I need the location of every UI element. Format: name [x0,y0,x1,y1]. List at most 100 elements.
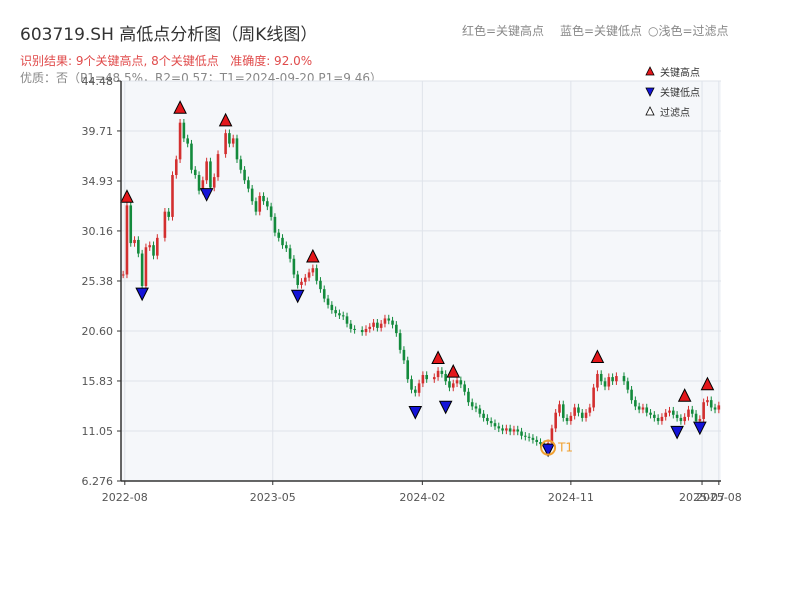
candle-body [637,406,641,410]
candle-body [524,435,527,437]
recognition-result: 识别结果: 9个关键高点, 8个关键低点 准确度: 92.0% [20,54,313,68]
candle-body [508,428,512,432]
candle-body [190,143,193,170]
legend-marker [645,87,655,97]
t1-label: T1 [557,441,573,455]
candle-body [228,133,231,144]
y-tick-label: 30.16 [82,225,114,238]
candle-body [554,412,557,429]
page-title: 603719.SH 高低点分析图（周K线图） [20,25,318,45]
candle-body [577,407,580,413]
candle-body [516,429,520,432]
candle-body [505,428,508,431]
candle-body [565,417,569,422]
key-low-marker [408,405,423,420]
candle-body [592,387,595,408]
candle-body [406,360,410,380]
candle-body [148,245,152,248]
candle-body [156,237,159,256]
candle-body [129,205,133,244]
candle-body [391,320,394,325]
candle-body [679,417,683,422]
candle-body [311,268,315,273]
key-high-marker [306,248,320,263]
candle-body [269,206,273,217]
candle-body [569,415,573,422]
candle-body [713,407,717,410]
key-low-marker [693,421,707,436]
candle-body [322,289,326,299]
candle-body [231,138,235,144]
candle-body [193,169,197,176]
t1-circle [540,439,557,456]
candle-body [717,405,721,410]
candle-body [281,237,284,246]
key-high-marker [590,349,605,363]
candle-body [702,402,705,419]
candle-body [372,322,375,327]
candle-body [186,138,189,144]
candle-body [459,380,463,385]
candle-body [573,407,576,416]
candle-body [709,400,713,408]
candle-body [512,429,516,432]
candle-body [125,205,129,275]
candle-body [470,402,474,407]
candle-body [694,413,698,422]
candle-body [432,377,436,380]
candles [121,119,721,449]
candle-body [178,122,182,160]
candle-body [307,272,311,278]
candle-body [341,315,345,317]
legend-label: 过滤点 [660,106,690,119]
candle-body [171,175,174,217]
candle-body [250,188,254,202]
candle-body [319,280,322,290]
x-tick-label: 2024-02 [399,491,445,504]
red-legend-caption: 红色=关键高点 [462,24,545,38]
candle-body [254,201,258,212]
legend-label: 关键高点 [660,66,700,79]
candle-body [137,239,140,254]
candle-body [520,431,523,436]
candle-body [296,274,299,285]
key-high-marker [120,189,134,203]
candle-body [182,122,186,139]
x-tick-label: 2023-05 [250,491,296,504]
x-tick-label: 2025-07 [679,491,725,504]
candle-body [205,161,208,181]
candle-body [690,409,694,414]
candle-body [683,416,686,422]
candle-body [455,380,459,384]
candle-body [334,310,337,314]
key-low-marker [541,443,555,458]
key-low-marker [199,188,214,202]
candle-body [493,423,497,427]
key-low-marker [670,425,684,440]
candle-body [414,389,417,393]
legend-marker [645,66,655,76]
markers: T1 [120,100,715,458]
candle-body [467,391,470,403]
candle-body [288,248,292,259]
candle-body [212,177,216,188]
y-tick-label: 25.38 [82,275,114,288]
axes: 6.276 11.05 15.83 20.60 25.38 30.16 34.93 39.71… [82,75,742,504]
x-tick-label: 2022-08 [102,491,148,504]
candle-body [235,138,239,160]
key-high-marker [677,388,692,402]
candle-body [387,318,391,321]
candle-body [607,377,611,387]
candle-body [353,328,356,330]
candle-body [315,268,318,281]
candle-body [209,161,212,188]
candle-body [596,373,599,388]
legend-label: 关键低点 [660,86,700,99]
candle-body [345,316,349,324]
candle-body [197,175,201,191]
candle-body [531,437,535,440]
y-tick-label: 15.83 [82,375,114,388]
candle-body [664,412,668,417]
